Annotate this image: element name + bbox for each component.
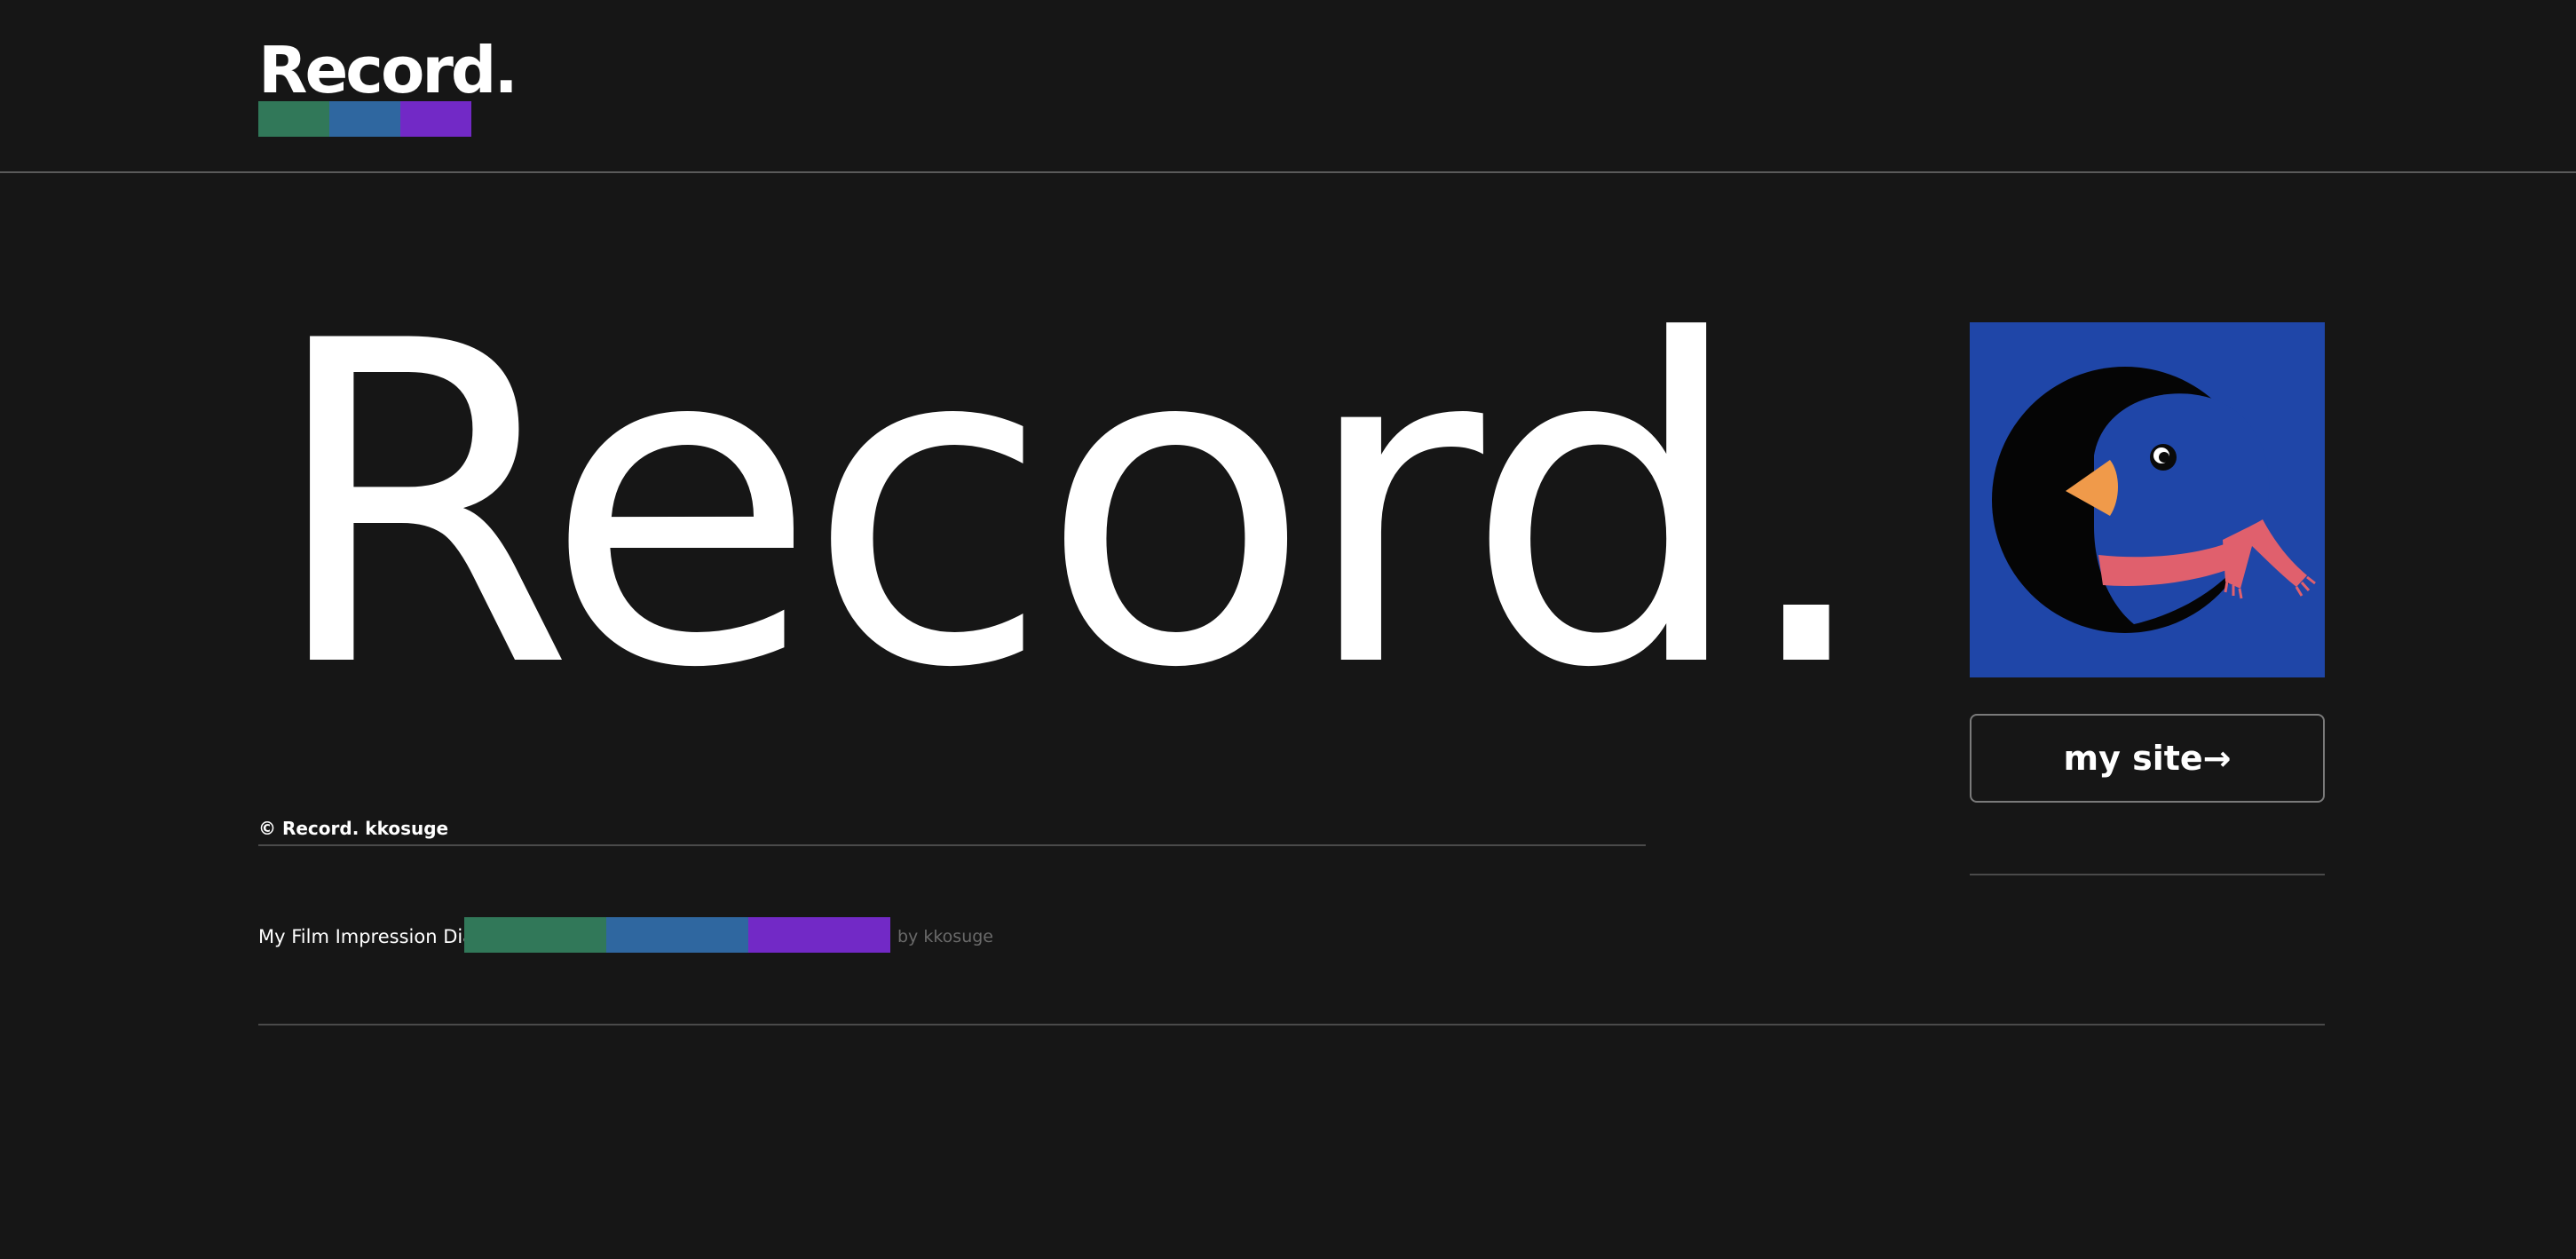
- stripe-purple: [748, 917, 890, 953]
- footer-site-title: My Film Impression Diary: [258, 926, 494, 947]
- side-divider: [1970, 874, 2325, 875]
- stripe-green: [258, 101, 329, 137]
- header-divider: [0, 171, 2576, 173]
- content-divider: [258, 844, 1646, 846]
- logo-color-stripe: [258, 101, 471, 137]
- footer-byline: by kkosuge: [897, 927, 993, 946]
- footer-divider: [258, 1024, 2325, 1025]
- penguin-avatar-icon: [1970, 322, 2325, 677]
- copyright-text: © Record. kkosuge: [258, 818, 449, 839]
- hero-title: Record.: [266, 248, 1877, 764]
- stripe-blue: [606, 917, 748, 953]
- my-site-button[interactable]: my site→: [1970, 714, 2325, 803]
- logo-link[interactable]: Record.: [258, 32, 518, 137]
- stripe-purple: [400, 101, 471, 137]
- footer-color-stripe: [464, 917, 890, 953]
- logo-text: Record.: [258, 33, 518, 107]
- stripe-blue: [329, 101, 400, 137]
- stripe-green: [464, 917, 606, 953]
